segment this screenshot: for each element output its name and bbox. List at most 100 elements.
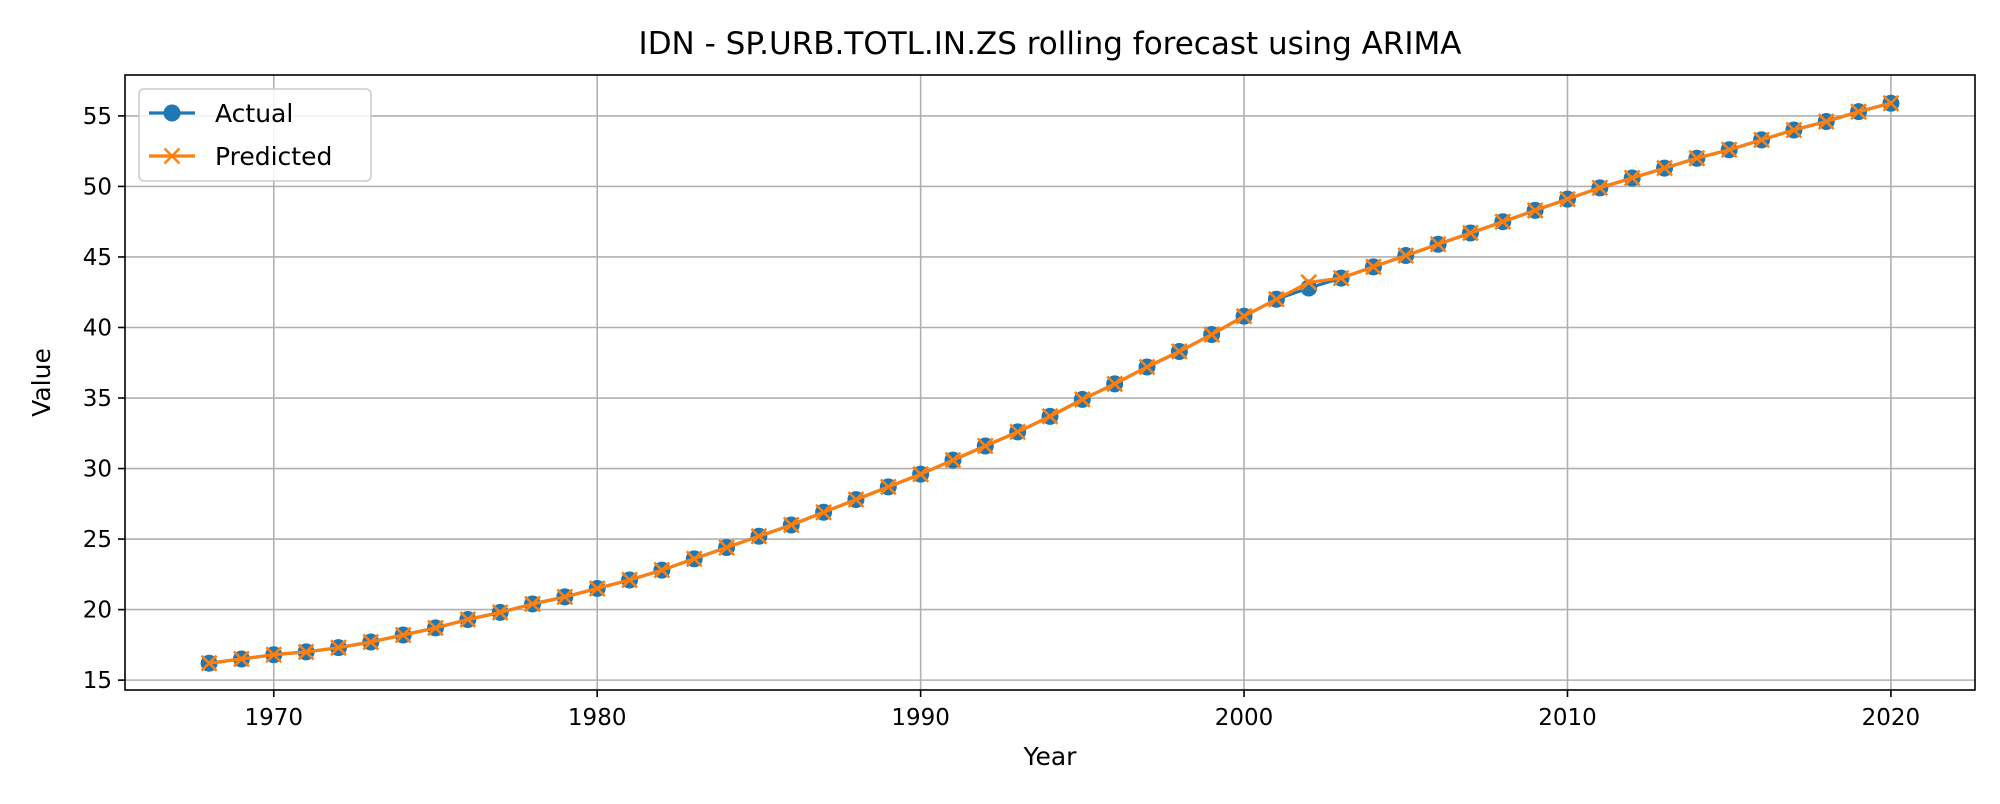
predicted-point <box>621 571 638 589</box>
x-tick-label: 2000 <box>1215 705 1274 731</box>
predicted-point <box>1559 190 1576 208</box>
legend-predicted-marker <box>163 147 181 165</box>
predicted-point <box>330 639 347 657</box>
predicted-point-stroke <box>718 539 735 556</box>
predicted-point-stroke <box>588 580 606 597</box>
predicted-point <box>1817 113 1835 130</box>
predicted-point <box>1041 407 1059 425</box>
predicted-point-stroke <box>265 646 283 664</box>
predicted-point <box>879 478 897 496</box>
predicted-point <box>653 561 671 579</box>
predicted-point-stroke <box>621 571 638 589</box>
predicted-point <box>1785 121 1803 139</box>
predicted-point-stroke <box>912 465 930 483</box>
x-tick-label: 2010 <box>1538 705 1597 731</box>
x-tick-label: 1990 <box>891 705 950 731</box>
y-tick-label: 55 <box>83 104 112 130</box>
x-tick-label: 2020 <box>1862 705 1921 731</box>
predicted-point <box>1882 94 1900 112</box>
plot-frame <box>124 74 1976 691</box>
legend-predicted-marker-stroke <box>163 147 181 165</box>
predicted-point-stroke <box>1591 179 1609 197</box>
predicted-point <box>1138 358 1156 376</box>
predicted-point <box>1397 247 1415 264</box>
y-tick-label: 25 <box>83 527 112 553</box>
predicted-point-stroke <box>1106 375 1124 393</box>
predicted-point-stroke <box>815 503 833 521</box>
predicted-point <box>459 611 477 628</box>
legend-box <box>138 88 372 182</box>
x-tick-label: 1970 <box>245 705 304 731</box>
predicted-point <box>524 595 541 613</box>
ticks: 1970 1980 1990 2000 2010 2020 15 20 25 30 35 40 45 50… <box>83 104 1920 731</box>
predicted-point <box>1850 103 1867 121</box>
predicted-point-stroke <box>1623 169 1641 187</box>
predicted-point-stroke <box>1203 326 1221 343</box>
predicted-point <box>685 550 703 568</box>
predicted-point-stroke <box>1267 290 1285 308</box>
predicted-point-stroke <box>1170 343 1188 360</box>
legend-predicted-label: Predicted <box>215 142 332 171</box>
y-tick-label: 40 <box>83 315 112 341</box>
x-tick-label: 1980 <box>568 705 627 731</box>
predicted-point-stroke <box>1494 213 1512 231</box>
predicted-point <box>1009 423 1027 441</box>
predicted-point <box>200 654 218 672</box>
predicted-point <box>1300 273 1318 291</box>
predicted-point <box>1688 149 1706 167</box>
y-tick-label: 20 <box>83 598 112 624</box>
predicted-point-stroke <box>1429 235 1447 253</box>
grid <box>125 75 1975 690</box>
predicted-point <box>427 619 444 637</box>
series-layer <box>200 94 1900 672</box>
legend: Actual Predicted <box>138 88 372 182</box>
predicted-point <box>1332 269 1350 287</box>
predicted-point-stroke <box>1041 407 1059 425</box>
predicted-point <box>1656 159 1673 177</box>
predicted-point-stroke <box>1720 141 1738 159</box>
predicted-point-stroke <box>1850 103 1867 121</box>
predicted-point-stroke <box>330 639 347 657</box>
predicted-point-stroke <box>653 561 671 579</box>
y-tick-label: 50 <box>83 174 112 200</box>
predicted-point <box>1720 141 1738 159</box>
predicted-point-stroke <box>1073 391 1091 408</box>
predicted-point-stroke <box>782 516 800 534</box>
predicted-point-stroke <box>1009 423 1027 441</box>
predicted-point <box>782 516 800 534</box>
predicted-point-stroke <box>1300 273 1318 291</box>
predicted-point-stroke <box>879 478 897 496</box>
predicted-point-stroke <box>200 654 218 672</box>
predicted-point-stroke <box>1753 131 1770 149</box>
predicted-point-stroke <box>944 451 962 469</box>
predicted-point <box>1073 391 1091 408</box>
predicted-point <box>847 491 865 508</box>
predicted-point <box>1106 375 1124 393</box>
predicted-point-stroke <box>1397 247 1415 264</box>
predicted-point-stroke <box>1882 94 1900 112</box>
predicted-point-stroke <box>556 588 574 606</box>
predicted-point-stroke <box>394 626 412 644</box>
predicted-point <box>1753 131 1770 149</box>
predicted-point <box>297 643 315 661</box>
predicted-point <box>1591 179 1609 197</box>
x-axis-label: Year <box>1023 742 1078 771</box>
predicted-point <box>233 650 250 668</box>
predicted-point <box>1170 343 1188 360</box>
predicted-point-stroke <box>1785 121 1803 139</box>
predicted-point-stroke <box>976 437 994 455</box>
predicted-point-stroke <box>362 633 380 651</box>
predicted-point <box>394 626 412 644</box>
predicted-point <box>265 646 283 664</box>
predicted-point-stroke <box>1688 149 1706 167</box>
predicted-point <box>1235 307 1253 325</box>
y-tick-label: 15 <box>83 668 112 694</box>
chart-title: IDN - SP.URB.TOTL.IN.ZS rolling forecast… <box>639 26 1462 62</box>
y-axis-label: Value <box>27 348 56 417</box>
predicted-point <box>944 451 962 469</box>
predicted-point <box>556 588 574 606</box>
predicted-point-stroke <box>524 595 541 613</box>
predicted-point <box>1429 235 1447 253</box>
